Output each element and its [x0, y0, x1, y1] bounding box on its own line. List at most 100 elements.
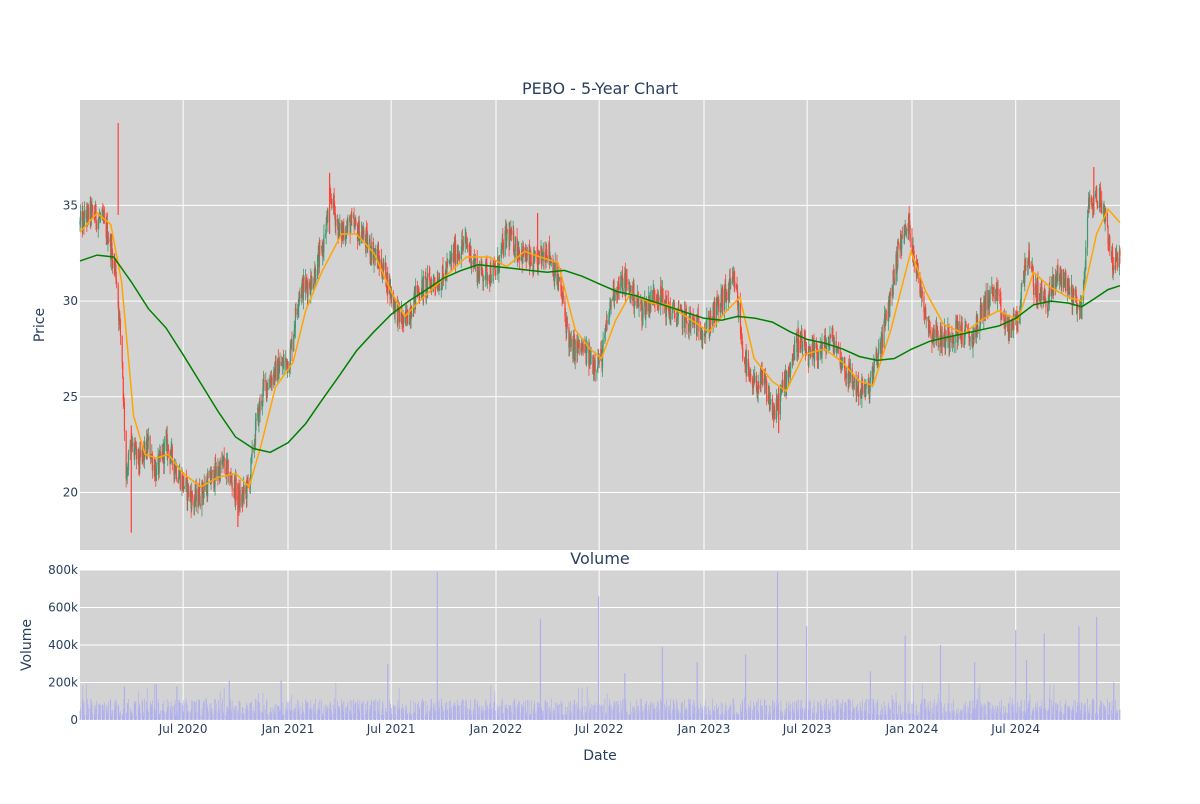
volume-bar: [342, 711, 344, 720]
volume-bar: [366, 709, 367, 720]
candle-up: [935, 325, 938, 338]
candle-down: [678, 308, 680, 310]
volume-bar: [393, 706, 395, 720]
volume-bar: [80, 708, 81, 720]
volume-bar: [693, 701, 695, 720]
candle-up: [738, 302, 740, 317]
volume-bar: [832, 700, 834, 720]
volume-bar: [945, 711, 946, 720]
candle-down: [159, 451, 161, 457]
volume-bar: [414, 712, 416, 720]
volume-bar: [900, 715, 902, 720]
candle-down: [556, 262, 558, 284]
volume-bar: [154, 683, 156, 720]
volume-bar: [166, 699, 168, 720]
volume-bar: [461, 704, 463, 720]
volume-bar: [901, 711, 903, 720]
candle-up: [219, 459, 221, 481]
volume-bar: [656, 706, 658, 720]
volume-bar: [542, 710, 544, 720]
volume-bar: [893, 713, 895, 720]
volume-bar: [1112, 714, 1113, 720]
volume-bar: [477, 701, 479, 720]
volume-bar: [572, 704, 574, 720]
volume-bar: [497, 709, 499, 720]
volume-bar: [98, 715, 100, 720]
candle-down: [310, 275, 312, 278]
volume-bar: [138, 691, 140, 720]
volume-bar: [965, 712, 967, 720]
volume-bar: [1033, 710, 1035, 720]
volume-bar: [422, 700, 424, 720]
candle-down: [392, 292, 395, 310]
candle-up: [973, 327, 975, 340]
candle-down: [482, 273, 484, 282]
price-chart-title: PEBO - 5-Year Chart: [522, 79, 678, 98]
volume-bar: [904, 635, 906, 720]
volume-bar: [521, 704, 522, 720]
candle-down: [494, 266, 496, 271]
candle-up: [464, 236, 466, 243]
volume-bar: [148, 711, 149, 720]
candle-down: [589, 348, 591, 365]
candle-down: [1116, 255, 1118, 258]
volume-bar: [143, 714, 145, 720]
candle-up: [672, 303, 674, 306]
candle-up: [833, 341, 836, 346]
volume-bar: [226, 711, 227, 720]
candle-down: [477, 267, 479, 276]
volume-bar: [207, 707, 208, 720]
volume-bar: [833, 706, 835, 720]
volume-bar: [636, 699, 638, 720]
volume-bar: [165, 714, 167, 720]
volume-bar: [502, 713, 504, 720]
volume-bar: [191, 700, 193, 720]
candle-down: [334, 208, 336, 213]
candle-down: [771, 399, 773, 415]
volume-bar: [1105, 709, 1107, 720]
candle-up: [445, 267, 447, 281]
volume-bar: [219, 691, 221, 720]
volume-bar: [423, 701, 424, 720]
volume-bar: [758, 712, 760, 720]
volume-bar: [923, 698, 925, 720]
candle-down: [666, 295, 668, 301]
volume-bar: [558, 712, 560, 720]
volume-bar: [484, 710, 486, 720]
volume-bar: [1015, 630, 1017, 720]
volume-bar: [750, 700, 752, 720]
volume-bar: [149, 706, 151, 720]
candle-down: [952, 336, 954, 341]
volume-bar: [199, 699, 201, 720]
volume-bar: [155, 684, 157, 720]
candle-up: [1087, 212, 1089, 217]
candle-up: [413, 295, 415, 313]
volume-bar: [283, 713, 284, 720]
volume-bar: [646, 710, 648, 720]
volume-bar: [109, 699, 111, 720]
volume-bar: [290, 709, 292, 720]
candle-down: [1104, 206, 1106, 222]
volume-bar: [94, 705, 96, 720]
volume-bar: [931, 707, 933, 720]
volume-bar: [462, 713, 464, 720]
volume-bar: [382, 703, 384, 720]
volume-bar: [851, 711, 853, 720]
candle-up: [614, 289, 616, 300]
volume-bar: [305, 703, 307, 720]
candle-up: [490, 281, 493, 283]
candle-down: [1109, 236, 1111, 251]
candle-up: [730, 281, 732, 285]
volume-bar: [97, 704, 99, 720]
volume-bar: [1092, 698, 1093, 720]
volume-bar: [293, 707, 295, 720]
volume-bar: [1096, 616, 1098, 720]
volume-bar: [301, 713, 303, 720]
volume-bar: [964, 705, 966, 720]
candle-down: [876, 351, 878, 362]
volume-bar: [422, 698, 423, 720]
volume-bar: [269, 711, 271, 720]
volume-bar: [1055, 702, 1057, 720]
candle-up: [338, 223, 340, 240]
volume-bar: [996, 709, 998, 720]
